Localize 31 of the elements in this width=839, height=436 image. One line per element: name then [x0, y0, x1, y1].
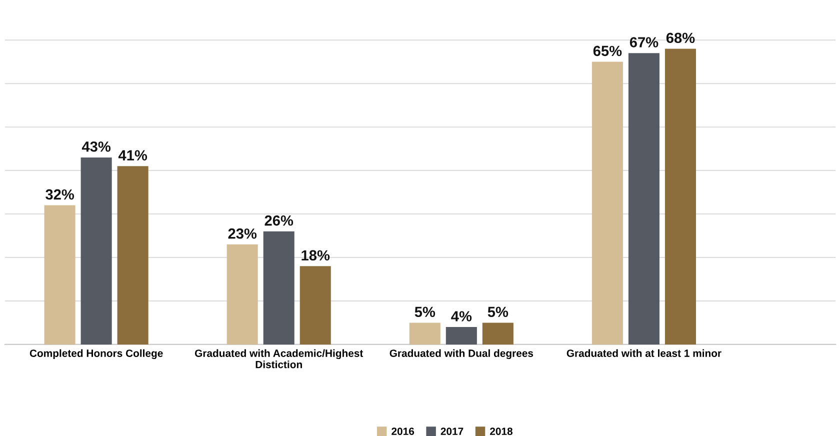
bar [592, 62, 623, 344]
data-label: 5% [414, 306, 436, 318]
x-tick-label: Graduated with Dual degrees [390, 349, 534, 360]
data-label: 18% [302, 250, 330, 260]
bar [664, 48, 696, 344]
bar [482, 322, 514, 344]
data-label: 67% [630, 37, 658, 48]
data-label: 41% [118, 150, 148, 160]
x-tick-label: Graduated with at least 1 minor [566, 349, 722, 357]
bar [300, 266, 331, 344]
bar [44, 205, 76, 344]
legend-label: 2017 [440, 428, 464, 436]
data-label: 4% [451, 311, 472, 322]
bar [117, 166, 148, 344]
legend-label: 2016 [392, 428, 414, 436]
data-label: 23% [228, 228, 257, 239]
data-label: 65% [593, 46, 622, 56]
legend-label: 2018 [490, 428, 513, 436]
x-tick-label: Graduated with Academic/Highest Distiction [194, 349, 364, 368]
bar [263, 231, 294, 344]
data-label: 26% [264, 215, 294, 226]
x-tick-label: Completed Honors College [30, 349, 163, 360]
data-label: 43% [82, 141, 111, 152]
bar [226, 244, 258, 344]
data-label: 5% [488, 306, 508, 318]
bar [409, 322, 440, 344]
data-label: 68% [666, 32, 695, 44]
data-label: 32% [46, 189, 74, 200]
bar [80, 157, 112, 344]
bar [446, 327, 477, 344]
bar [628, 53, 660, 344]
